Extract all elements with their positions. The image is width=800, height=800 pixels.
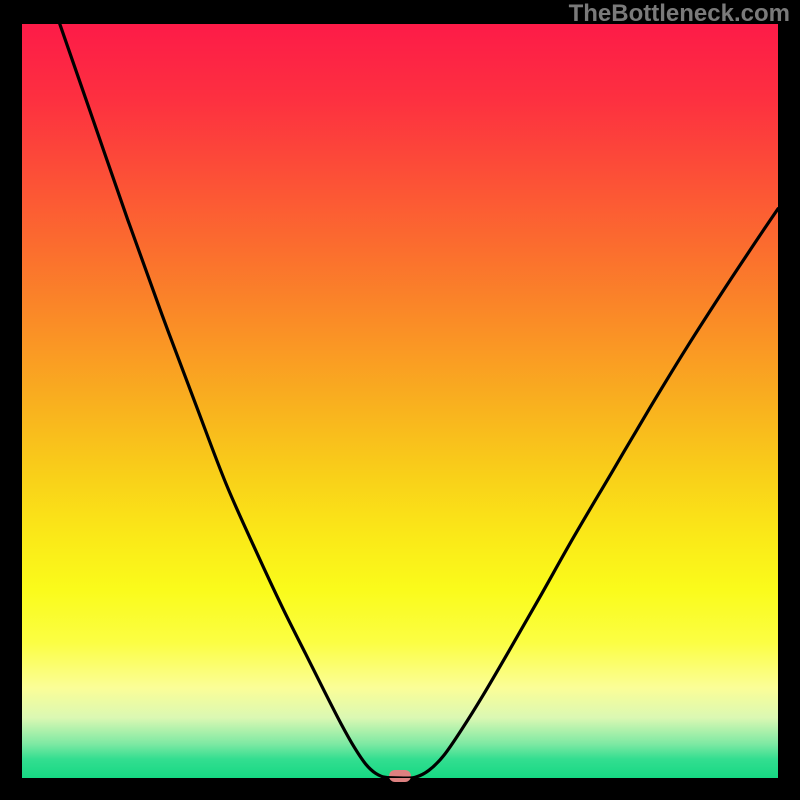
watermark-label: TheBottleneck.com — [569, 0, 790, 28]
bottleneck-curve — [22, 24, 778, 778]
plot-area — [22, 24, 778, 778]
outer-frame: TheBottleneck.com — [0, 0, 800, 800]
